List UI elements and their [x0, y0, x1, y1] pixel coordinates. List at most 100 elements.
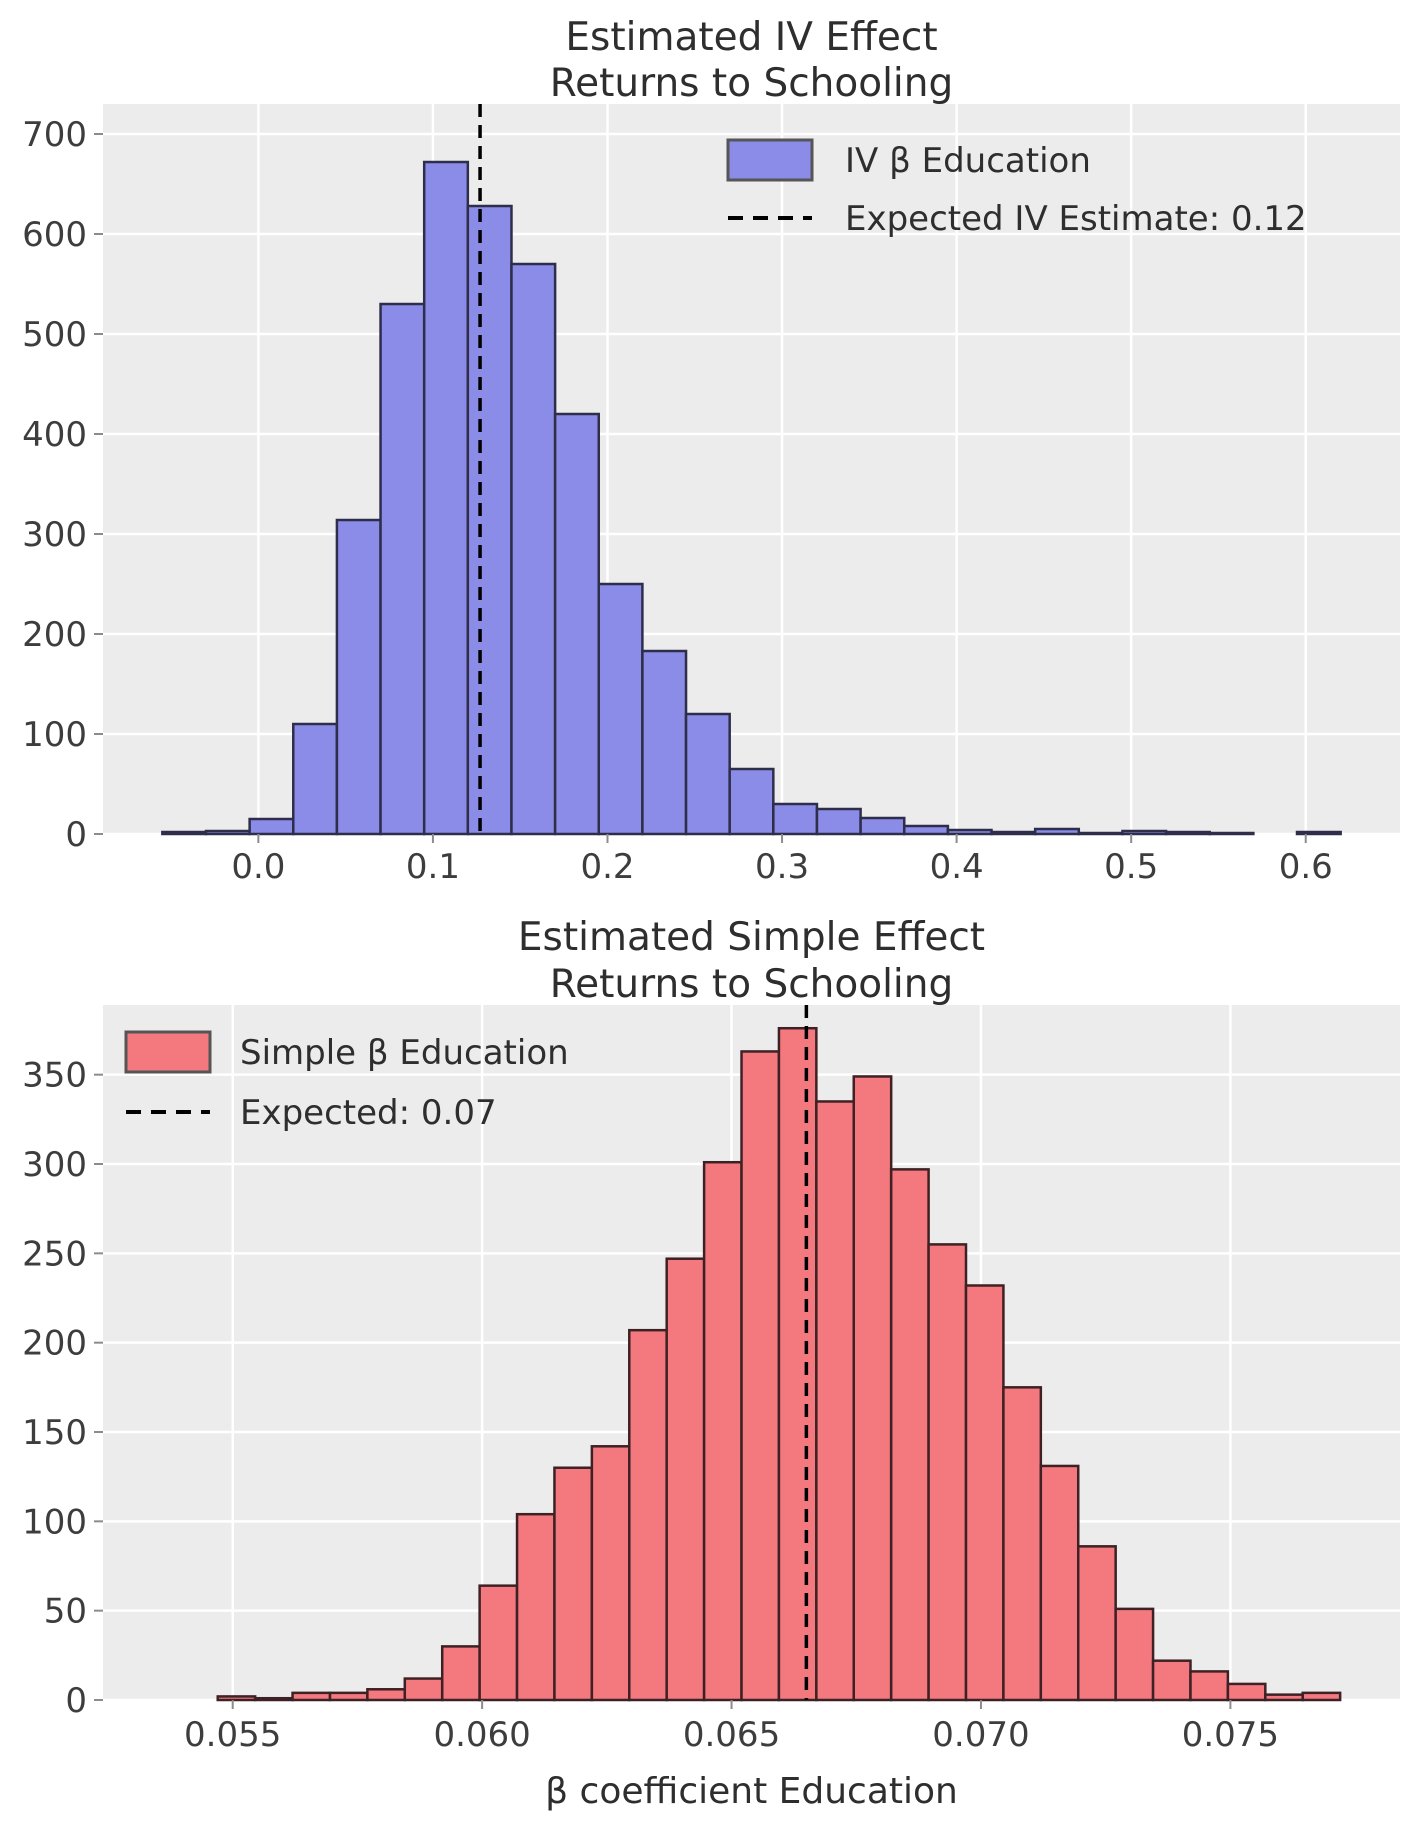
histogram-bar	[777, 1026, 818, 1702]
y-tick-label: 0	[65, 1681, 87, 1721]
y-tick-label: 50	[44, 1592, 87, 1632]
y-tick-label: 300	[22, 515, 87, 555]
histogram-bar	[553, 412, 601, 836]
histogram-bar	[859, 816, 906, 836]
legend-item: Simple β Education	[124, 1030, 569, 1074]
legend: Simple β Education Expected: 0.07	[124, 1030, 569, 1133]
histogram-bar	[1114, 1607, 1155, 1702]
histogram-bar	[328, 1691, 369, 1702]
histogram-bar	[1301, 1691, 1342, 1702]
histogram-bar	[440, 1645, 481, 1702]
legend: IV β Education Expected IV Estimate: 0.12	[726, 138, 1307, 239]
histogram-bar	[253, 1696, 294, 1702]
histogram-bar	[1226, 1682, 1267, 1702]
histogram-bar	[1121, 829, 1168, 836]
histogram-bar	[702, 1160, 743, 1702]
legend-label: IV β Education	[845, 141, 1091, 181]
histogram-bar	[403, 1677, 444, 1702]
histogram-bar	[422, 160, 470, 836]
y-tick-label: 500	[22, 315, 87, 355]
histogram-bar	[553, 1466, 594, 1702]
histogram-bar	[641, 649, 688, 836]
histogram-bar	[1208, 831, 1255, 836]
histogram-bar	[1164, 830, 1211, 836]
histogram-bar	[815, 1100, 856, 1702]
histogram-bar	[852, 1075, 893, 1702]
x-tick-label: 0.055	[184, 1715, 281, 1755]
histogram-bar	[379, 302, 426, 836]
y-tick-label: 200	[22, 1324, 87, 1364]
y-tick-label: 0	[65, 815, 87, 855]
histogram-bar	[335, 518, 382, 836]
y-tick-label: 600	[22, 215, 87, 255]
legend-item: IV β Education	[726, 138, 1091, 182]
histogram-bar	[1076, 1545, 1117, 1702]
legend-label: Simple β Education	[240, 1033, 569, 1073]
histogram-bar	[204, 829, 251, 836]
chart-title: Returns to Schooling	[550, 962, 953, 1007]
histogram-bar	[815, 807, 862, 836]
histogram-bar	[728, 767, 775, 836]
histogram-bar	[515, 1512, 556, 1702]
histogram-bar	[161, 830, 208, 836]
histogram-bar	[1002, 1386, 1043, 1702]
y-axis: 0 100 200 300 400 500 600 700	[22, 115, 103, 855]
histogram-bar	[1295, 830, 1342, 836]
y-tick-label: 700	[22, 115, 87, 155]
histogram-bar	[466, 204, 513, 836]
histogram-bar	[889, 1168, 930, 1702]
histogram-bar	[902, 824, 950, 836]
y-tick-label: 100	[22, 1502, 87, 1542]
plot-area	[103, 104, 1400, 834]
histogram-bar	[292, 722, 339, 836]
x-tick-label: 0.070	[932, 1715, 1029, 1755]
histogram-bar	[628, 1328, 668, 1702]
x-tick-label: 0.4	[930, 847, 984, 887]
legend-item: Expected IV Estimate: 0.12	[728, 199, 1307, 239]
histogram-bar	[291, 1691, 332, 1702]
x-tick-label: 0.6	[1279, 847, 1333, 887]
y-axis: 0 50 100 150 200 250 300 350	[22, 1056, 103, 1721]
histogram-bar	[684, 712, 731, 836]
x-axis-label: β coefficient Education	[545, 1771, 958, 1812]
legend-item: Expected: 0.07	[126, 1093, 497, 1133]
chart-title: Estimated Simple Effect	[518, 915, 985, 960]
chart-title: Returns to Schooling	[550, 61, 953, 106]
x-tick-label: 0.1	[406, 847, 460, 887]
legend-swatch-icon	[726, 138, 814, 182]
histogram-bar	[665, 1257, 706, 1702]
legend-swatch-icon	[124, 1030, 212, 1074]
y-tick-label: 200	[22, 615, 87, 655]
x-axis: 0.0 0.1 0.2 0.3 0.4 0.5 0.6	[231, 834, 1333, 887]
x-tick-label: 0.3	[755, 847, 809, 887]
legend-label: Expected IV Estimate: 0.12	[845, 199, 1307, 239]
simple-histogram-chart: 0.055 0.060 0.065 0.070 0.075 0 50 100 150 200 250…	[22, 915, 1400, 1812]
x-tick-label: 0.060	[433, 1715, 530, 1755]
y-tick-label: 100	[22, 715, 87, 755]
histogram-bar	[772, 802, 819, 836]
histogram-bar	[990, 830, 1037, 836]
histogram-bars	[216, 1026, 1342, 1702]
histogram-bars	[161, 160, 1342, 836]
x-tick-label: 0.075	[1182, 1715, 1279, 1755]
histogram-bar	[590, 1445, 631, 1702]
y-tick-label: 250	[22, 1234, 87, 1274]
histogram-bar	[946, 828, 993, 836]
chart-title: Estimated IV Effect	[565, 15, 937, 60]
x-tick-label: 0.5	[1104, 847, 1158, 887]
iv-histogram-chart: 0.0 0.1 0.2 0.3 0.4 0.5 0.6 0 100 200 300 400 500 600…	[22, 15, 1400, 887]
y-tick-label: 350	[22, 1056, 87, 1096]
histogram-bar	[478, 1584, 519, 1702]
x-tick-label: 0.2	[580, 847, 634, 887]
histogram-bar	[927, 1243, 968, 1702]
histogram-bar	[216, 1695, 257, 1702]
histogram-bar	[248, 817, 295, 836]
x-axis: 0.055 0.060 0.065 0.070 0.075	[184, 1700, 1279, 1755]
histogram-bar	[1151, 1659, 1192, 1702]
histogram-bar	[1077, 831, 1124, 836]
x-tick-label: 0.0	[231, 847, 285, 887]
y-tick-label: 150	[22, 1413, 87, 1453]
legend-label: Expected: 0.07	[240, 1093, 497, 1133]
